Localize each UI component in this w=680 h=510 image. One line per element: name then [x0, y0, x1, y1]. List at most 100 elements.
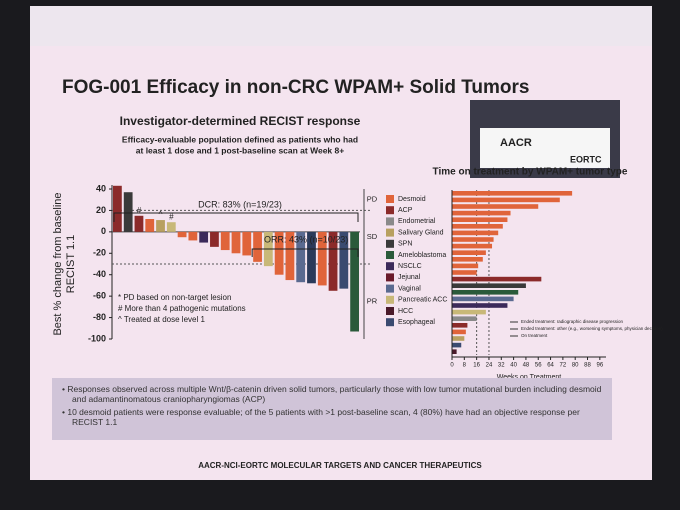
bar	[328, 231, 338, 291]
bar	[452, 316, 477, 321]
bar	[145, 219, 155, 232]
bar	[177, 231, 187, 238]
bar	[452, 336, 465, 341]
x-tick-label: 8	[463, 363, 467, 369]
x-tick-label: 40	[510, 363, 517, 369]
y-axis-label: Best % change from baseline	[52, 192, 64, 335]
bar	[452, 237, 494, 242]
title-band	[30, 6, 652, 46]
chart-title: Time on treatment by WPAM+ tumor type	[433, 167, 628, 178]
bar	[452, 309, 486, 315]
bar	[220, 231, 230, 251]
legend-label: Ameloblastoma	[398, 252, 446, 259]
zone-label: SD	[367, 232, 378, 241]
y-tick-label: -100	[88, 333, 106, 343]
x-axis-label: Weeks on Treatment	[497, 374, 562, 381]
logo-box	[480, 128, 610, 168]
bar	[307, 231, 316, 284]
bar	[188, 231, 198, 241]
legend-label: Desmoid	[398, 196, 426, 203]
bar	[285, 231, 295, 281]
x-tick-label: 88	[584, 363, 591, 369]
legend-label: NSCLC	[398, 263, 422, 270]
slide-title: FOG-001 Efficacy in non-CRC WPAM+ Solid …	[62, 77, 529, 98]
bullet: • Responses observed across multiple Wnt…	[62, 384, 602, 404]
bar	[452, 197, 560, 203]
x-tick-label: 64	[547, 363, 554, 369]
y-axis-label: RECIST 1.1	[65, 235, 77, 294]
y-tick-label: 40	[96, 183, 106, 193]
legend-label: Jejunal	[398, 274, 421, 281]
bullet-text: 10 desmoid patients were response evalua…	[67, 407, 580, 427]
bar	[350, 231, 359, 332]
bar-label: #	[137, 206, 142, 215]
bar	[274, 231, 284, 275]
bar	[452, 283, 526, 288]
legend-label: Ended treatment: other (e.g., worsening …	[521, 326, 663, 331]
legend-label: Pancreatic ACC	[398, 297, 447, 304]
bar	[452, 329, 466, 335]
legend-swatch	[386, 307, 394, 315]
x-tick-label: 48	[523, 363, 530, 369]
logo-aacr: AACR	[500, 137, 532, 149]
dcr-label: DCR: 83% (n=19/23)	[198, 199, 282, 209]
y-tick-label: 0	[101, 226, 106, 236]
x-tick-label: 56	[535, 363, 542, 369]
legend-label: On treatment	[521, 333, 548, 338]
orr-bracket	[251, 248, 359, 257]
bar	[210, 231, 219, 247]
bar	[452, 204, 539, 209]
legend-swatch	[386, 239, 394, 248]
bullets: • Responses observed across multiple Wnt…	[52, 378, 612, 440]
bar	[452, 257, 483, 262]
x-tick-label: 72	[560, 363, 567, 369]
bar	[452, 276, 542, 282]
bar	[113, 185, 122, 232]
footnote: ^ Treated at dose level 1	[118, 315, 205, 324]
legend-swatch	[386, 228, 394, 237]
legend-swatch	[386, 318, 394, 327]
bar	[452, 323, 468, 328]
x-tick-label: 32	[498, 363, 505, 369]
bar	[199, 231, 209, 243]
legend-label: ACP	[398, 207, 413, 214]
dcr-bracket	[113, 212, 359, 222]
bar	[452, 250, 486, 255]
footnote: # More than 4 pathogenic mutations	[118, 304, 246, 313]
bar	[452, 224, 503, 229]
legend-swatch	[386, 195, 394, 203]
legend-swatch	[386, 251, 394, 259]
bar	[339, 231, 349, 289]
bar	[123, 192, 133, 232]
legend-label: Endometrial	[398, 218, 436, 225]
y-tick-label: -80	[93, 312, 106, 322]
bar	[452, 263, 479, 269]
zone-label: PD	[367, 195, 378, 204]
legend-label: Vaginal	[398, 285, 421, 292]
bar	[317, 231, 327, 286]
legend-swatch	[386, 284, 394, 293]
bar	[452, 210, 511, 216]
bar	[242, 231, 252, 256]
bar-label: #	[169, 212, 174, 221]
bar	[452, 217, 508, 222]
bar	[452, 230, 499, 236]
bar	[452, 303, 508, 308]
bar	[452, 342, 462, 348]
orr-label: ORR: 43% (n=10/23)	[264, 234, 348, 244]
chart-subtitle: at least 1 dose and 1 post-baseline scan…	[136, 145, 344, 155]
legend-label: SPN	[398, 241, 412, 248]
bar	[452, 243, 493, 249]
bullet: • 10 desmoid patients were response eval…	[62, 407, 580, 427]
bar	[156, 220, 165, 232]
y-tick-label: -20	[93, 248, 106, 258]
bar	[296, 231, 306, 283]
bar	[452, 349, 457, 354]
legend-label: Ended treatment: radiographic disease pr…	[521, 319, 624, 324]
y-tick-label: -40	[93, 269, 106, 279]
footer: AACR-NCI-EORTC MOLECULAR TARGETS AND CAN…	[198, 461, 482, 470]
chart-title: Investigator-determined RECIST response	[120, 114, 361, 128]
legend-swatch	[386, 273, 394, 282]
bar	[231, 231, 241, 254]
